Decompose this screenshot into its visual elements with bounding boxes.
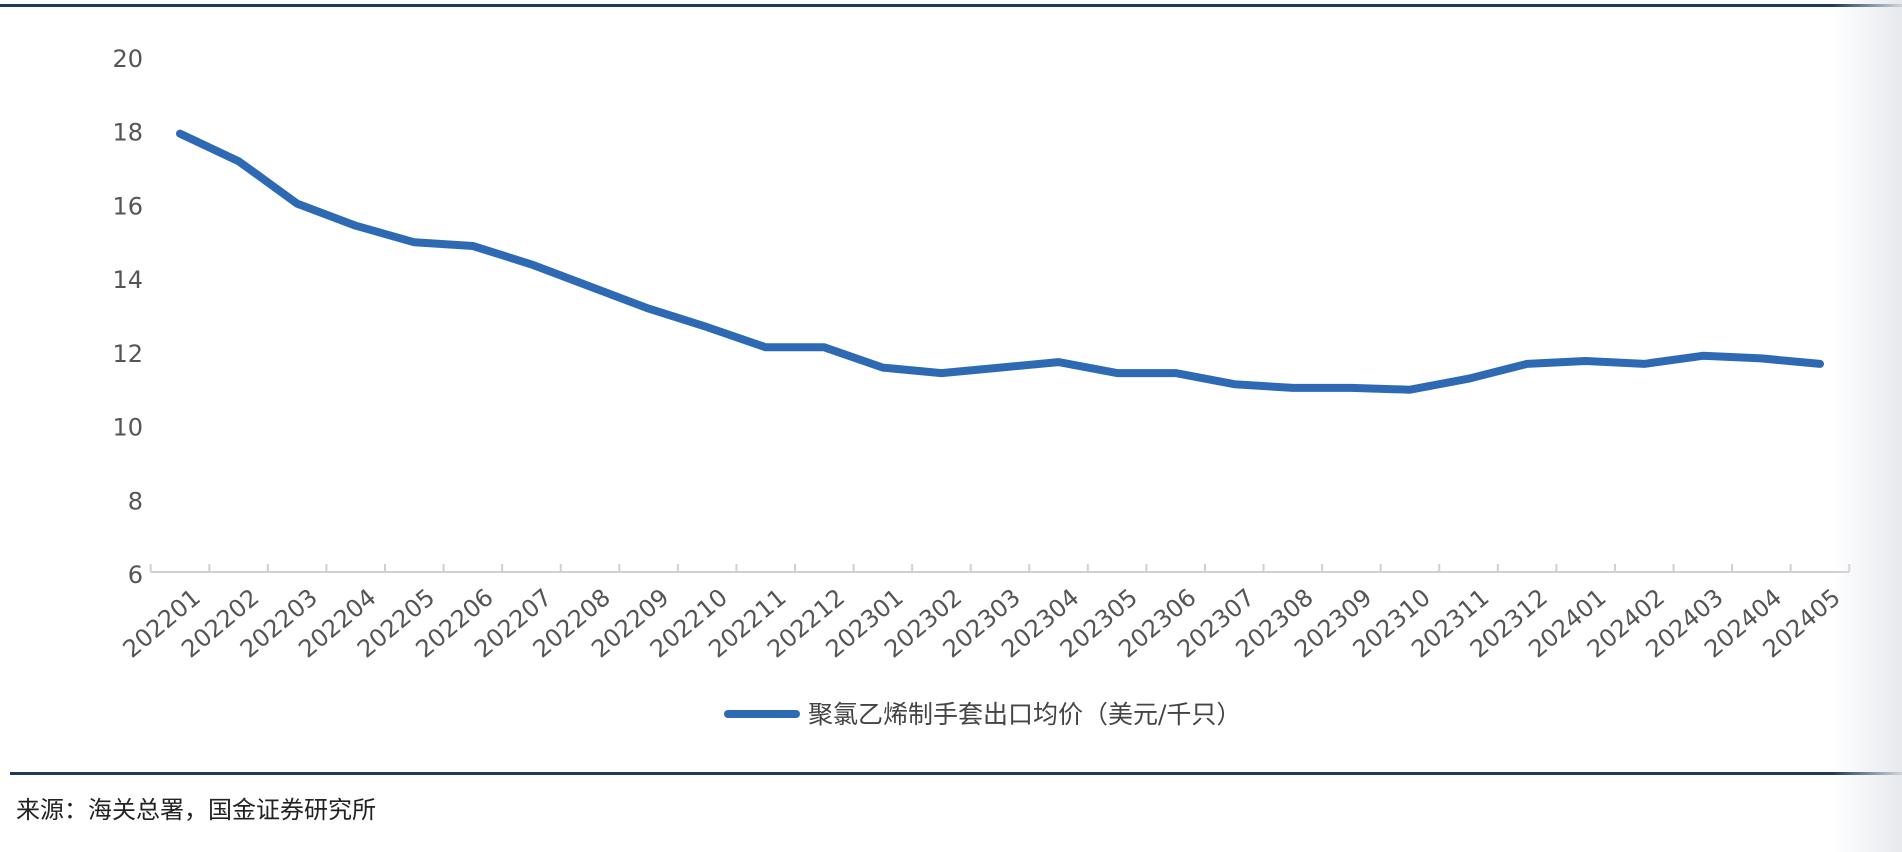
- data-point: [1643, 363, 1645, 365]
- data-point: [999, 367, 1001, 369]
- data-point: [1760, 357, 1762, 359]
- data-point: [589, 286, 591, 288]
- y-tick-label: 20: [112, 45, 143, 73]
- data-point: [823, 346, 825, 348]
- legend[interactable]: 聚氯乙烯制手套出口均价（美元/千只）: [724, 700, 1241, 729]
- data-point: [355, 225, 357, 227]
- data-point: [765, 346, 767, 348]
- data-point: [1058, 361, 1060, 363]
- data-point: [413, 241, 415, 243]
- data-point: [530, 263, 532, 265]
- data-point: [882, 367, 884, 369]
- top-rule: [0, 4, 1902, 7]
- y-tick-label: 10: [112, 414, 143, 442]
- data-point: [1116, 372, 1118, 374]
- y-tick-label: 6: [128, 561, 143, 589]
- data-point: [1585, 360, 1587, 362]
- data-point: [296, 203, 298, 205]
- data-point: [1409, 389, 1411, 391]
- x-axis: 2022012022022022032022042022052022062022…: [118, 564, 1851, 663]
- y-tick-label: 16: [112, 192, 143, 220]
- data-point: [648, 308, 650, 310]
- data-point: [238, 160, 240, 162]
- series-layer: [176, 129, 1824, 394]
- data-point: [1702, 355, 1704, 357]
- data-point: [1292, 387, 1294, 389]
- data-point: [1233, 383, 1235, 385]
- source-note: 来源：海关总署，国金证券研究所: [16, 796, 376, 824]
- legend-label: 聚氯乙烯制手套出口均价（美元/千只）: [808, 700, 1241, 729]
- data-point: [179, 133, 181, 135]
- series-line: [176, 129, 1824, 394]
- data-point: [472, 245, 474, 247]
- bottom-rule: [10, 772, 1902, 775]
- y-tick-label: 8: [128, 487, 143, 515]
- data-point: [1819, 363, 1821, 365]
- y-axis: 6 8 10 12 14 16 18 20: [112, 45, 143, 589]
- line-chart: 6 8 10 12 14 16 18 20 2022012022022022032022042…: [112, 45, 1851, 729]
- y-tick-label: 18: [112, 119, 143, 147]
- data-point: [1468, 378, 1470, 380]
- data-point: [1175, 372, 1177, 374]
- data-point: [940, 372, 942, 374]
- y-tick-label: 12: [112, 340, 143, 368]
- data-point: [1526, 363, 1528, 365]
- y-tick-label: 14: [112, 266, 143, 294]
- data-point: [706, 326, 708, 328]
- data-point: [1350, 387, 1352, 389]
